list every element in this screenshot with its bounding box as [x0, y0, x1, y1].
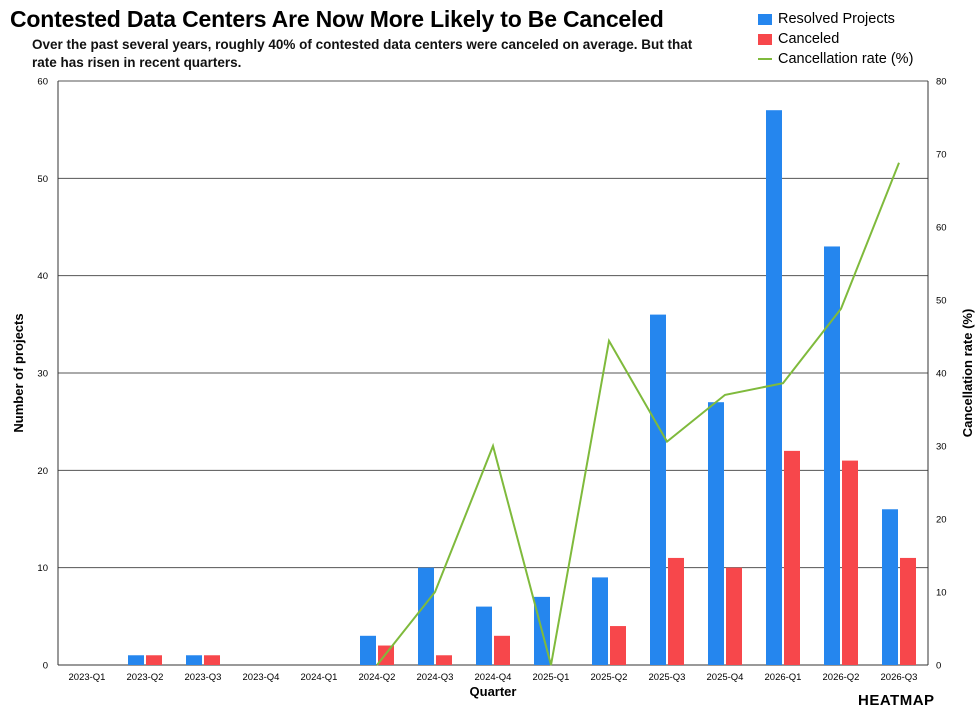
y-tick-label: 10	[37, 563, 48, 574]
x-tick-label: 2025-Q4	[707, 672, 744, 683]
x-tick-label: 2026-Q3	[881, 672, 918, 683]
y2-tick-label: 10	[936, 588, 947, 599]
bar-resolved	[824, 246, 840, 665]
legend-label-canceled: Canceled	[778, 31, 840, 47]
x-tick-label: 2026-Q1	[765, 672, 802, 683]
bar-canceled	[842, 460, 858, 665]
y2-axis-title: Cancellation rate (%)	[960, 309, 975, 438]
heatmap-logo: HEATMAP	[858, 692, 935, 709]
y-tick-label: 50	[37, 174, 48, 185]
bar-canceled	[146, 655, 162, 665]
bar-canceled	[668, 557, 684, 665]
chart-title: Contested Data Centers Are Now More Like…	[10, 6, 664, 32]
rate-line	[376, 162, 900, 666]
x-tick-label: 2023-Q2	[127, 672, 164, 683]
y2-tick-label: 80	[936, 77, 947, 88]
bar-resolved	[650, 314, 666, 665]
bar-canceled	[494, 635, 510, 665]
y2-tick-label: 70	[936, 150, 947, 161]
y2-tick-label: 40	[936, 369, 947, 380]
x-tick-label: 2025-Q2	[591, 672, 628, 683]
y-tick-label: 60	[37, 77, 48, 88]
bar-resolved	[418, 567, 434, 665]
legend-label-rate: Cancellation rate (%)	[778, 51, 914, 67]
bar-resolved	[766, 110, 782, 665]
y-tick-label: 20	[37, 466, 48, 477]
y-tick-label: 30	[37, 369, 48, 380]
x-tick-label: 2024-Q3	[417, 672, 454, 683]
x-tick-label: 2026-Q2	[823, 672, 860, 683]
y2-tick-label: 50	[936, 296, 947, 307]
legend-swatch-resolved	[758, 13, 772, 25]
x-tick-label: 2024-Q1	[301, 672, 338, 683]
legend-item-rate: Cancellation rate (%)	[758, 49, 913, 69]
legend: Resolved Projects Canceled Cancellation …	[758, 9, 913, 69]
bar-canceled	[610, 626, 626, 665]
bar-canceled	[204, 655, 220, 665]
y-tick-label: 0	[43, 661, 48, 672]
x-tick-label: 2024-Q2	[359, 672, 396, 683]
y-tick-label: 40	[37, 271, 48, 282]
legend-item-canceled: Canceled	[758, 29, 913, 49]
y2-tick-label: 20	[936, 515, 947, 526]
bar-resolved	[708, 402, 724, 665]
x-tick-label: 2025-Q3	[649, 672, 686, 683]
y2-tick-label: 0	[936, 661, 941, 672]
bar-resolved	[592, 577, 608, 665]
legend-line-rate	[758, 58, 772, 60]
y-axis-title: Number of projects	[11, 313, 26, 432]
chart-subtitle: Over the past several years, roughly 40%…	[32, 37, 693, 70]
y2-tick-label: 30	[936, 442, 947, 453]
bar-resolved	[128, 655, 144, 665]
x-tick-label: 2024-Q4	[475, 672, 512, 683]
bar-canceled	[784, 450, 800, 665]
x-axis-title: Quarter	[470, 684, 517, 699]
legend-swatch-canceled	[758, 33, 772, 45]
bar-resolved	[360, 635, 376, 665]
bar-resolved	[186, 655, 202, 665]
x-tick-label: 2023-Q1	[69, 672, 106, 683]
x-tick-label: 2023-Q4	[243, 672, 280, 683]
bar-resolved	[882, 509, 898, 665]
x-tick-label: 2023-Q3	[185, 672, 222, 683]
legend-label-resolved: Resolved Projects	[778, 11, 895, 27]
legend-item-resolved: Resolved Projects	[758, 9, 913, 29]
bar-canceled	[900, 557, 916, 665]
bar-canceled	[726, 567, 742, 665]
bar-canceled	[436, 655, 452, 665]
bar-resolved	[476, 606, 492, 665]
x-tick-label: 2025-Q1	[533, 672, 570, 683]
y2-tick-label: 60	[936, 223, 947, 234]
